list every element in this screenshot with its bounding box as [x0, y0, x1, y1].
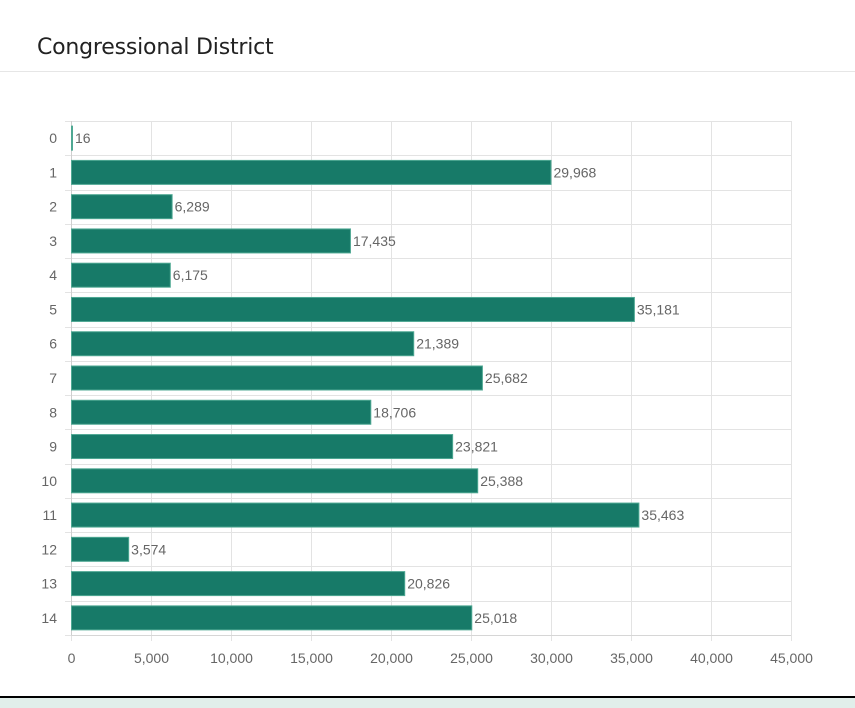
data-label: 18,706: [373, 404, 416, 420]
data-label: 25,018: [474, 610, 517, 626]
bar-district-8[interactable]: [71, 399, 372, 425]
category-label: 5: [49, 301, 57, 317]
category-label: 11: [42, 507, 57, 523]
chart-header: Congressional District: [0, 0, 855, 72]
data-label: 23,821: [455, 439, 498, 455]
x-tick-label: 35,000: [610, 650, 653, 666]
bar-district-3[interactable]: [71, 228, 351, 254]
category-label: 10: [41, 473, 57, 489]
x-tick-label: 10,000: [210, 650, 253, 666]
data-label: 20,826: [407, 576, 450, 592]
data-label: 6,175: [173, 267, 208, 283]
category-label: 8: [49, 404, 57, 420]
category-label: 4: [49, 267, 57, 283]
data-label: 25,682: [485, 370, 528, 386]
x-tick-label: 20,000: [370, 650, 413, 666]
category-label: 2: [49, 199, 57, 215]
footer-divider: [0, 696, 855, 698]
bar-district-2[interactable]: [71, 194, 173, 220]
bar-district-7[interactable]: [71, 365, 483, 391]
value-axis: 0 5,000 10,000 15,000 20,000 25,000 30,000 35,0…: [68, 650, 814, 666]
data-label: 35,181: [637, 301, 680, 317]
category-label: 0: [49, 130, 57, 146]
footer-band: [0, 698, 855, 708]
bar-district-11[interactable]: [71, 502, 640, 528]
category-label: 12: [41, 541, 57, 557]
x-tick-label: 45,000: [770, 650, 813, 666]
data-label: 17,435: [353, 233, 396, 249]
category-label: 7: [49, 370, 57, 386]
x-tick-label: 40,000: [690, 650, 733, 666]
grid-lines: [65, 121, 792, 641]
data-label: 35,463: [641, 507, 684, 523]
data-label: 25,388: [480, 473, 523, 489]
bars: [71, 125, 640, 631]
page-title: Congressional District: [37, 35, 274, 60]
category-label: 3: [49, 233, 57, 249]
bar-district-12[interactable]: [71, 536, 130, 562]
category-label: 9: [49, 439, 57, 455]
category-label: 6: [49, 336, 57, 352]
category-label: 1: [49, 164, 57, 180]
data-labels: 16 29,968 6,289 17,435 6,175 35,181 21,389 25,6…: [75, 130, 684, 626]
data-label: 6,289: [175, 199, 210, 215]
bar-district-14[interactable]: [71, 605, 473, 631]
data-label: 16: [75, 130, 91, 146]
category-label: 14: [41, 610, 57, 626]
data-label: 3,574: [131, 541, 166, 557]
x-tick-label: 5,000: [134, 650, 169, 666]
bar-district-5[interactable]: [71, 296, 635, 322]
x-tick-label: 15,000: [290, 650, 333, 666]
bar-district-9[interactable]: [71, 434, 454, 460]
bar-district-1[interactable]: [71, 159, 552, 185]
bar-district-10[interactable]: [71, 468, 479, 494]
bar-district-4[interactable]: [71, 262, 171, 288]
category-label: 13: [41, 576, 57, 592]
bar-district-6[interactable]: [71, 331, 415, 357]
data-label: 29,968: [553, 164, 596, 180]
x-tick-label: 25,000: [450, 650, 493, 666]
x-tick-label: 30,000: [530, 650, 573, 666]
bar-district-13[interactable]: [71, 571, 406, 597]
data-label: 21,389: [416, 336, 459, 352]
bar-district-0[interactable]: [71, 125, 73, 151]
x-tick-label: 0: [68, 650, 76, 666]
